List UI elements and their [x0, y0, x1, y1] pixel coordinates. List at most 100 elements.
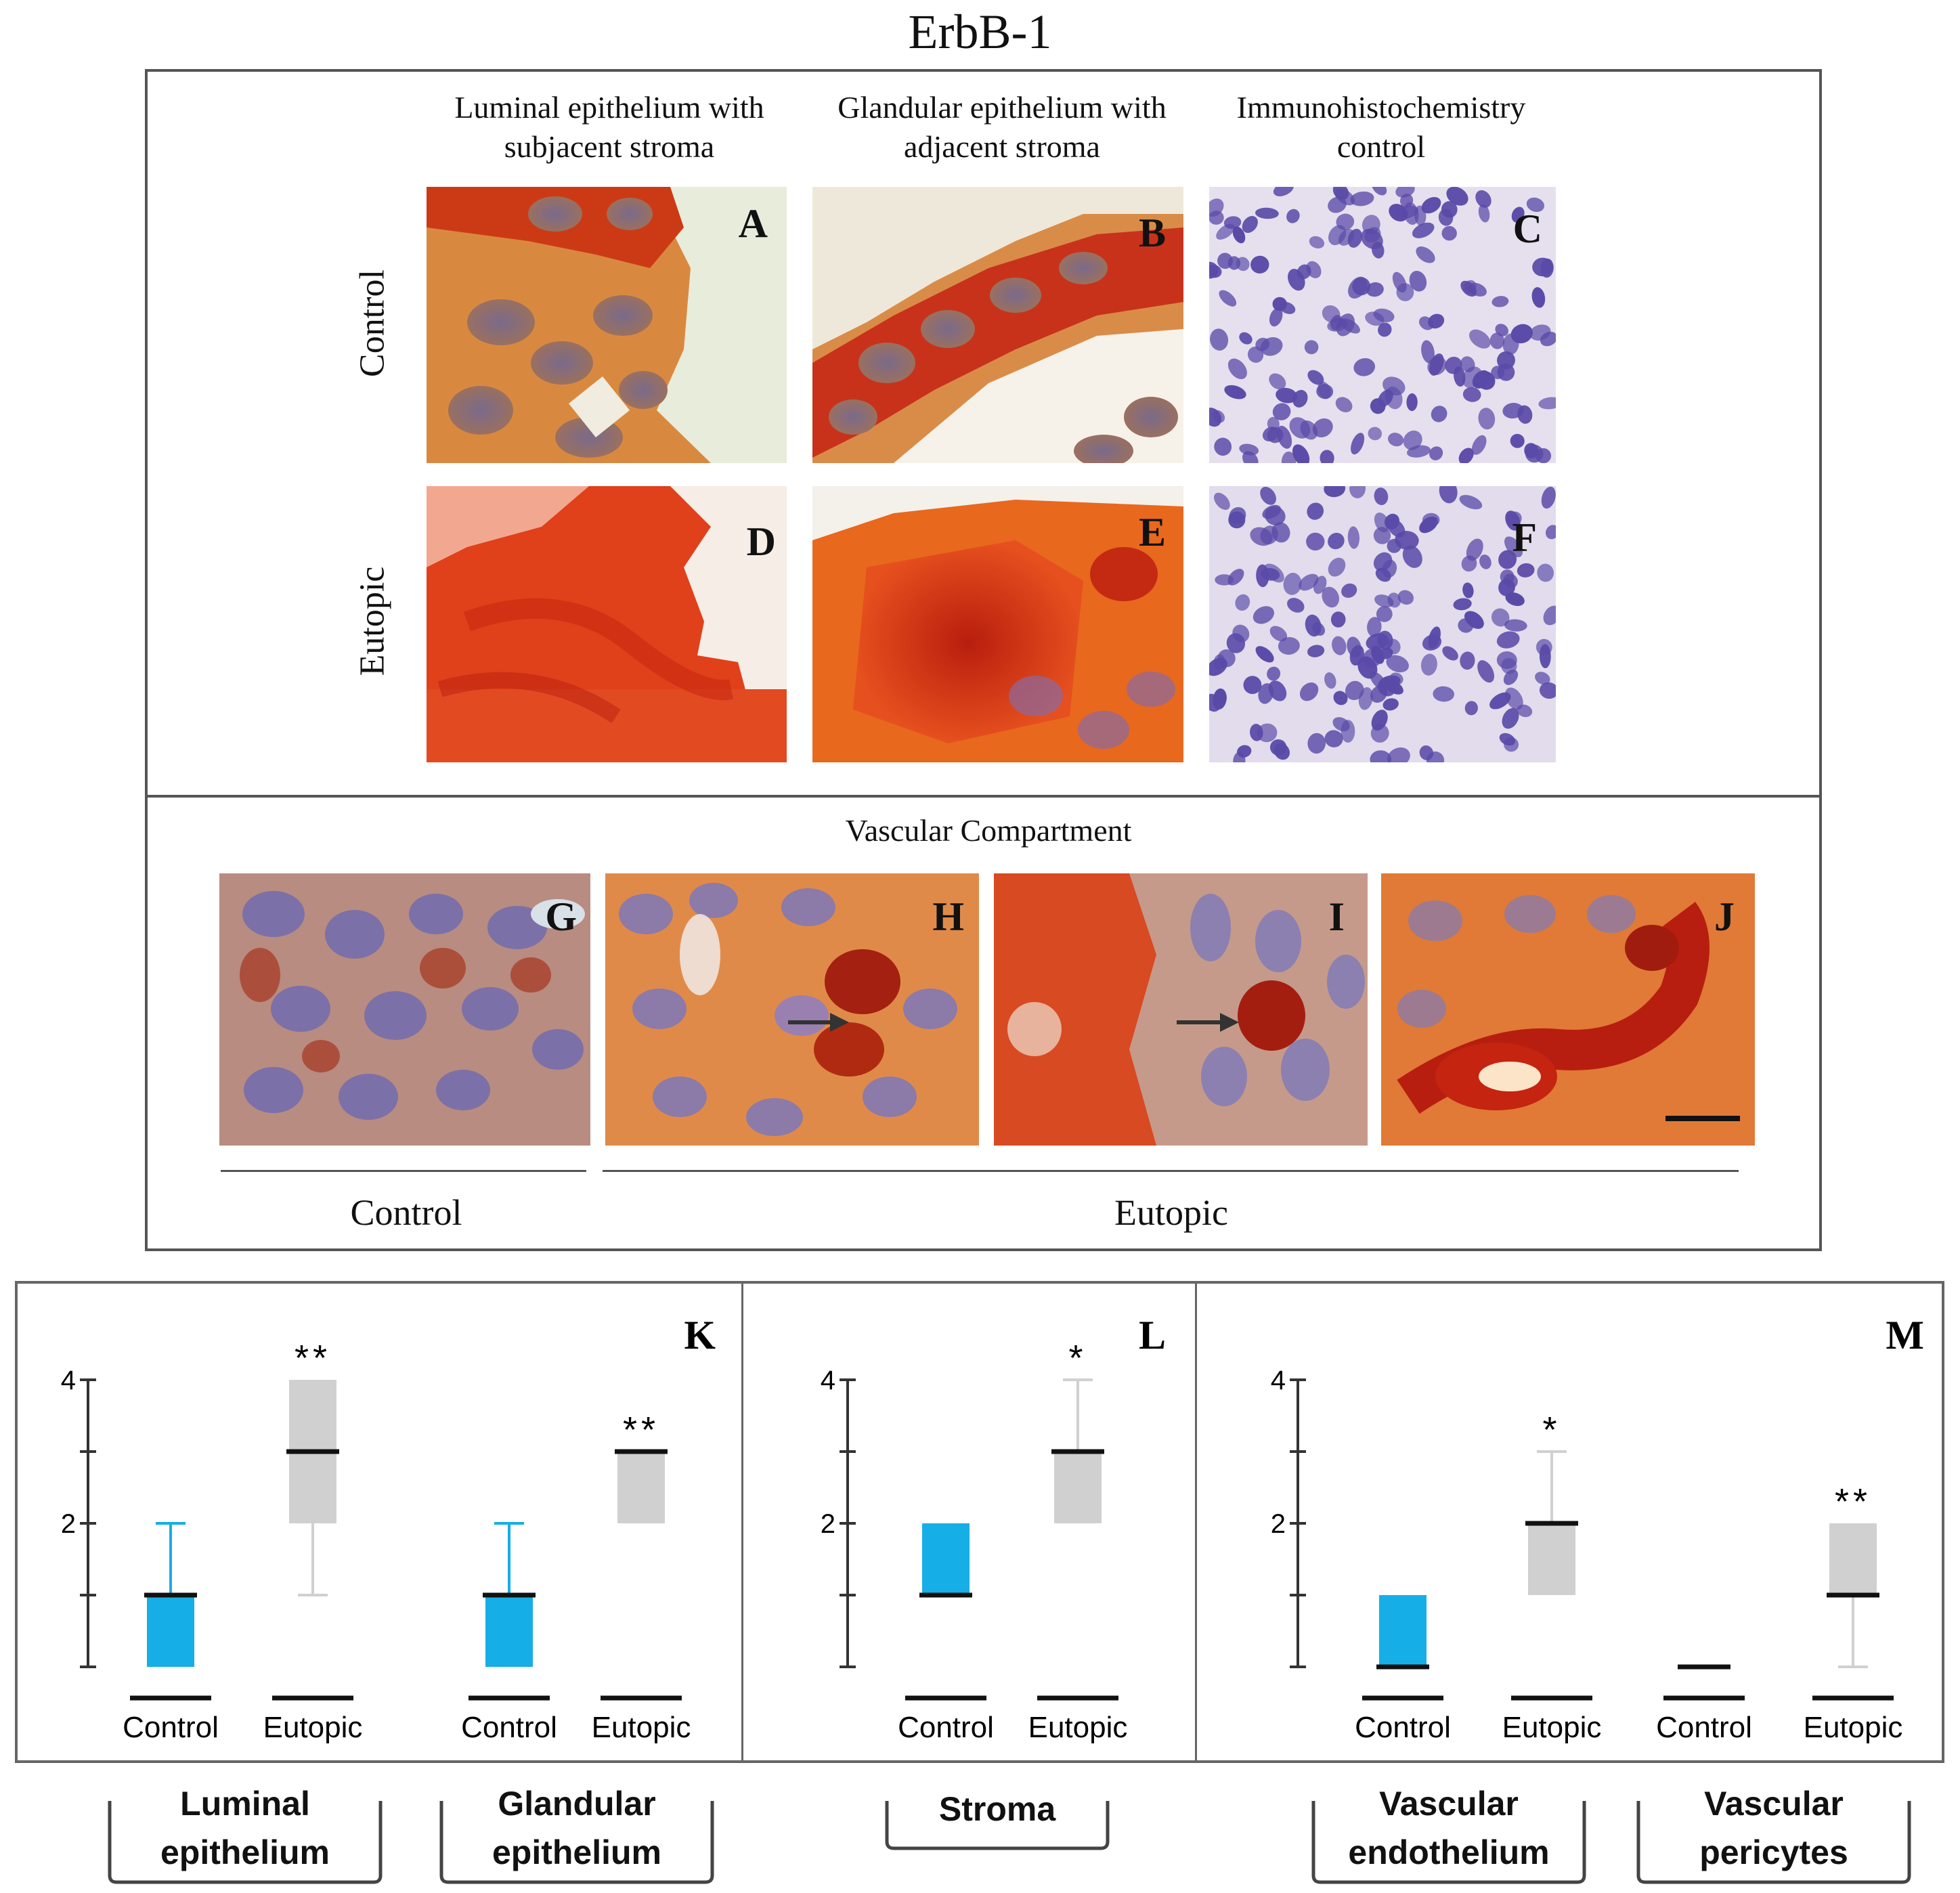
box-K-3: ** Eutopic [592, 1410, 691, 1744]
panel-letter-J: J [1714, 894, 1735, 939]
chart-divider-2 [1195, 1281, 1197, 1763]
nucleus [1387, 538, 1401, 553]
nucleus [1385, 387, 1403, 410]
nucleus [1416, 246, 1435, 263]
vascular-compartment-title: Vascular Compartment [845, 813, 1132, 848]
nucleus [1382, 698, 1399, 711]
nucleus [1363, 648, 1382, 668]
category-brackets [108, 1801, 1911, 1884]
box-M-1: * Eutopic [1502, 1410, 1602, 1744]
nucleus [1250, 724, 1263, 741]
nucleus [1209, 198, 1224, 217]
nucleus [1261, 568, 1280, 581]
nucleus [1504, 737, 1519, 752]
nucleus [1529, 324, 1551, 341]
box-M-2: Control [1656, 1664, 1752, 1744]
category-label: Control [1355, 1711, 1451, 1744]
nucleus [1309, 236, 1325, 249]
panel-letter-I: I [1328, 894, 1345, 939]
box-K-0: Control [123, 1522, 219, 1744]
nucleus [1328, 532, 1345, 550]
panel-I-vascular-eutopic: I [994, 873, 1368, 1146]
bracket-glandular [439, 1801, 714, 1884]
column-heading-glandular: Glandular epithelium with adjacent strom… [837, 90, 1167, 164]
nucleus [1299, 682, 1319, 701]
significance-marker: ** [1835, 1481, 1871, 1522]
nucleus [1312, 418, 1333, 437]
nucleus [1446, 187, 1468, 206]
nucleus [1273, 187, 1294, 196]
nucleus [1409, 271, 1427, 292]
nucleus [1214, 437, 1232, 456]
nucleus [1510, 324, 1533, 344]
nucleus [1366, 282, 1384, 297]
panel-letter-H: H [932, 894, 964, 939]
category-label: Eutopic [1502, 1711, 1602, 1744]
nucleus [1541, 486, 1556, 509]
nucleus [1525, 444, 1544, 463]
panel-letter-F: F [1512, 515, 1537, 560]
nucleus [1421, 340, 1435, 364]
nucleus [1352, 277, 1371, 296]
nucleus [1347, 228, 1363, 248]
nucleus [1269, 626, 1288, 642]
nucleus [1215, 574, 1234, 586]
nucleus [1460, 651, 1475, 670]
box-M-0: Control [1355, 1595, 1451, 1744]
nucleus [1335, 397, 1353, 412]
nucleus [1368, 427, 1382, 441]
nucleus [1281, 451, 1297, 463]
category-label-pericytes: Vascular pericytes [1699, 1785, 1848, 1871]
nucleus [1537, 563, 1554, 582]
nucleus [1232, 226, 1246, 244]
nucleus [1429, 446, 1443, 460]
chart-panel-L: L 4 2 Control * Eutopic [821, 1313, 1166, 1744]
nucleus [1458, 448, 1474, 463]
bracket-luminal [108, 1801, 383, 1884]
nucleus [1464, 701, 1478, 716]
nucleus [1307, 733, 1326, 754]
nucleus [1459, 495, 1483, 510]
nucleus [1370, 750, 1392, 762]
significance-marker: * [1068, 1338, 1087, 1378]
nucleus [1258, 683, 1274, 704]
nucleus [1370, 724, 1389, 743]
nucleus [1269, 739, 1287, 756]
nucleus [1224, 385, 1246, 399]
category-label: Eutopic [592, 1711, 691, 1744]
significance-marker: ** [295, 1338, 331, 1378]
category-label: Control [461, 1711, 557, 1744]
panel-letter-D: D [746, 519, 776, 564]
nucleus [1324, 486, 1346, 498]
nucleus [1373, 308, 1395, 323]
vascular-group-line-control [221, 1170, 586, 1172]
nucleus [1466, 538, 1483, 561]
y-tick-label: 2 [1271, 1509, 1286, 1539]
nucleus [1406, 393, 1418, 412]
nucleus [1387, 519, 1406, 538]
nucleus [1420, 653, 1437, 676]
category-label-stroma: Stroma [938, 1790, 1056, 1828]
nucleus [1426, 751, 1445, 762]
nucleus [1535, 672, 1550, 685]
panel-B-control-glandular: B [812, 187, 1183, 463]
nucleus [1347, 526, 1360, 549]
category-label-endothelium: Vascular endothelium [1348, 1785, 1550, 1871]
nucleus [1362, 215, 1380, 235]
significance-marker: ** [623, 1410, 659, 1450]
nucleus [1279, 301, 1296, 314]
category-label: Eutopic [1028, 1711, 1128, 1744]
nucleus [1477, 660, 1495, 683]
nucleus [1502, 708, 1519, 729]
nucleus [1517, 563, 1535, 578]
nucleus [1374, 513, 1390, 533]
nucleus [1235, 594, 1250, 611]
nucleus [1491, 296, 1509, 307]
nucleus [1439, 486, 1458, 504]
nucleus [1431, 406, 1447, 422]
nucleus [1517, 405, 1533, 424]
box-body [1054, 1452, 1102, 1523]
nucleus [1479, 554, 1491, 569]
nucleus [1403, 430, 1422, 450]
box-L-0: Control [898, 1523, 994, 1744]
